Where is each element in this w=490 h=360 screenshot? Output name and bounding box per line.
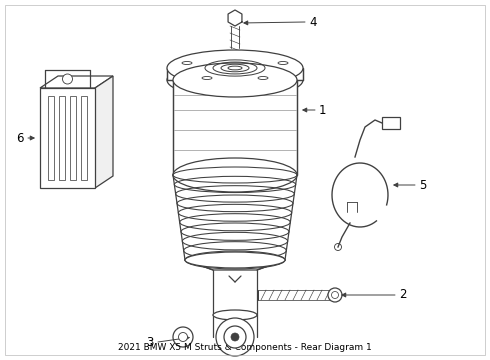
- Ellipse shape: [258, 77, 268, 80]
- Polygon shape: [185, 260, 285, 270]
- Ellipse shape: [173, 327, 193, 347]
- Text: 5: 5: [419, 179, 426, 192]
- Ellipse shape: [224, 326, 246, 348]
- Text: 3: 3: [147, 336, 154, 348]
- Ellipse shape: [185, 252, 285, 268]
- Text: 1: 1: [319, 104, 326, 117]
- Polygon shape: [167, 68, 303, 80]
- Ellipse shape: [167, 50, 303, 86]
- Ellipse shape: [216, 318, 254, 356]
- Polygon shape: [40, 88, 95, 188]
- Text: 2021 BMW X5 M Struts & Components - Rear Diagram 1: 2021 BMW X5 M Struts & Components - Rear…: [118, 343, 372, 352]
- Ellipse shape: [167, 62, 303, 98]
- Ellipse shape: [213, 310, 257, 320]
- Ellipse shape: [202, 77, 212, 80]
- Ellipse shape: [328, 288, 342, 302]
- Polygon shape: [173, 80, 297, 175]
- Ellipse shape: [278, 62, 288, 64]
- Text: 2: 2: [399, 288, 407, 302]
- Text: 4: 4: [309, 15, 317, 28]
- Polygon shape: [228, 10, 242, 26]
- Ellipse shape: [231, 333, 239, 341]
- Polygon shape: [40, 76, 113, 88]
- Text: 6: 6: [17, 131, 24, 144]
- Polygon shape: [95, 76, 113, 188]
- Ellipse shape: [63, 74, 73, 84]
- Polygon shape: [382, 117, 400, 129]
- Ellipse shape: [173, 158, 297, 192]
- Ellipse shape: [178, 333, 188, 342]
- Ellipse shape: [182, 62, 192, 64]
- Ellipse shape: [173, 63, 297, 97]
